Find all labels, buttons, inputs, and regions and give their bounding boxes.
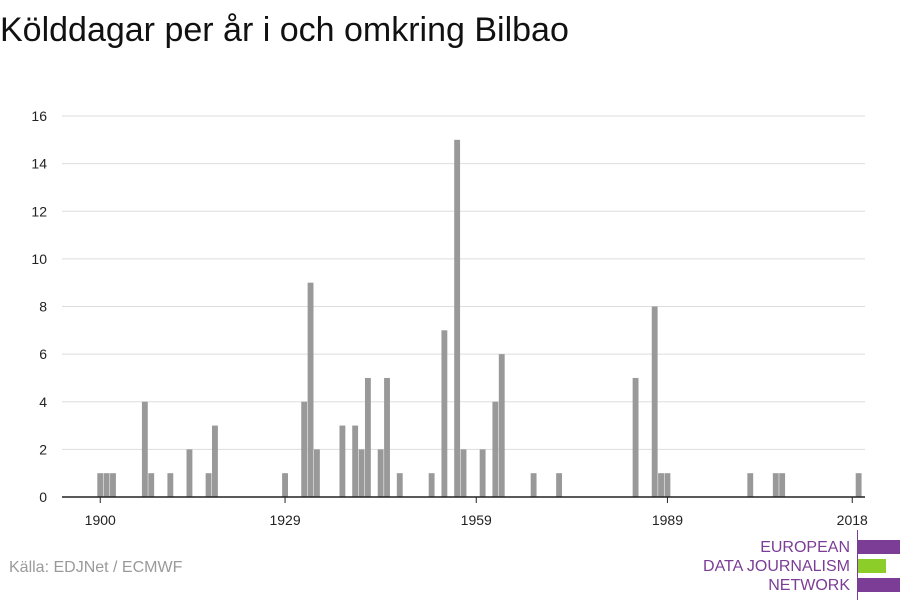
x-tick-label: 1989 [652,512,683,528]
bar [664,473,671,497]
y-tick-label: 14 [31,156,47,172]
x-tick-label: 1900 [85,512,116,528]
bar [454,139,461,497]
bar [167,473,174,497]
bar [855,473,862,497]
bar [358,449,365,498]
bar [441,330,448,497]
bar [377,449,384,498]
bar [651,306,658,497]
bar [779,473,786,497]
x-axis: 1900 1929 1959 1989 2018 [62,496,868,528]
bar [632,377,639,497]
edjnet-logo: EUROPEAN DATA JOURNALISM NETWORK [700,530,900,600]
bar [556,473,563,497]
bar [339,425,346,497]
y-tick-label: 10 [31,251,47,267]
bar [282,473,288,497]
logo-line-1: EUROPEAN [760,539,850,556]
bar [428,473,435,497]
y-gridlines [62,115,865,450]
bar [364,377,371,497]
y-tick-label: 0 [39,489,47,505]
bar [110,473,116,497]
bar [352,425,359,497]
bar [772,473,779,497]
bar-series [97,139,862,498]
bar [384,377,390,497]
bar [103,473,110,497]
x-tick-label: 1929 [269,512,300,528]
bar [148,473,155,497]
y-tick-label: 2 [39,441,47,457]
logo-bar-top [858,540,900,554]
bar [97,473,104,497]
bar [396,473,403,497]
bar [307,282,314,497]
bar [460,449,467,498]
bar [479,449,486,498]
logo-divider [857,530,858,600]
x-tick-label: 2018 [837,512,868,528]
y-tick-label: 6 [39,346,47,362]
logo-line-2: DATA JOURNALISM [703,558,850,575]
bar [212,425,218,497]
logo-line-3: NETWORK [768,577,850,594]
bar [301,401,308,497]
source-note: Källa: EDJNet / ECMWF [9,559,183,576]
y-tick-label: 8 [39,299,47,315]
bar [747,473,754,497]
logo-bar-bottom [858,578,900,592]
bar [313,449,320,498]
y-tick-label: 12 [31,203,47,219]
x-tick-label: 1959 [461,512,492,528]
bar [530,473,537,497]
bar [141,401,148,497]
bar [492,401,499,497]
y-tick-label: 4 [39,394,47,410]
logo-bar-middle [858,559,886,573]
y-tick-label: 16 [31,108,47,124]
chart-title: Kölddagar per år i och omkring Bilbao [0,11,569,49]
bar [186,449,193,498]
y-axis: 0 2 4 6 8 10 12 14 16 [31,108,47,505]
bar [498,354,505,498]
bar [658,473,664,497]
bar [205,473,212,497]
